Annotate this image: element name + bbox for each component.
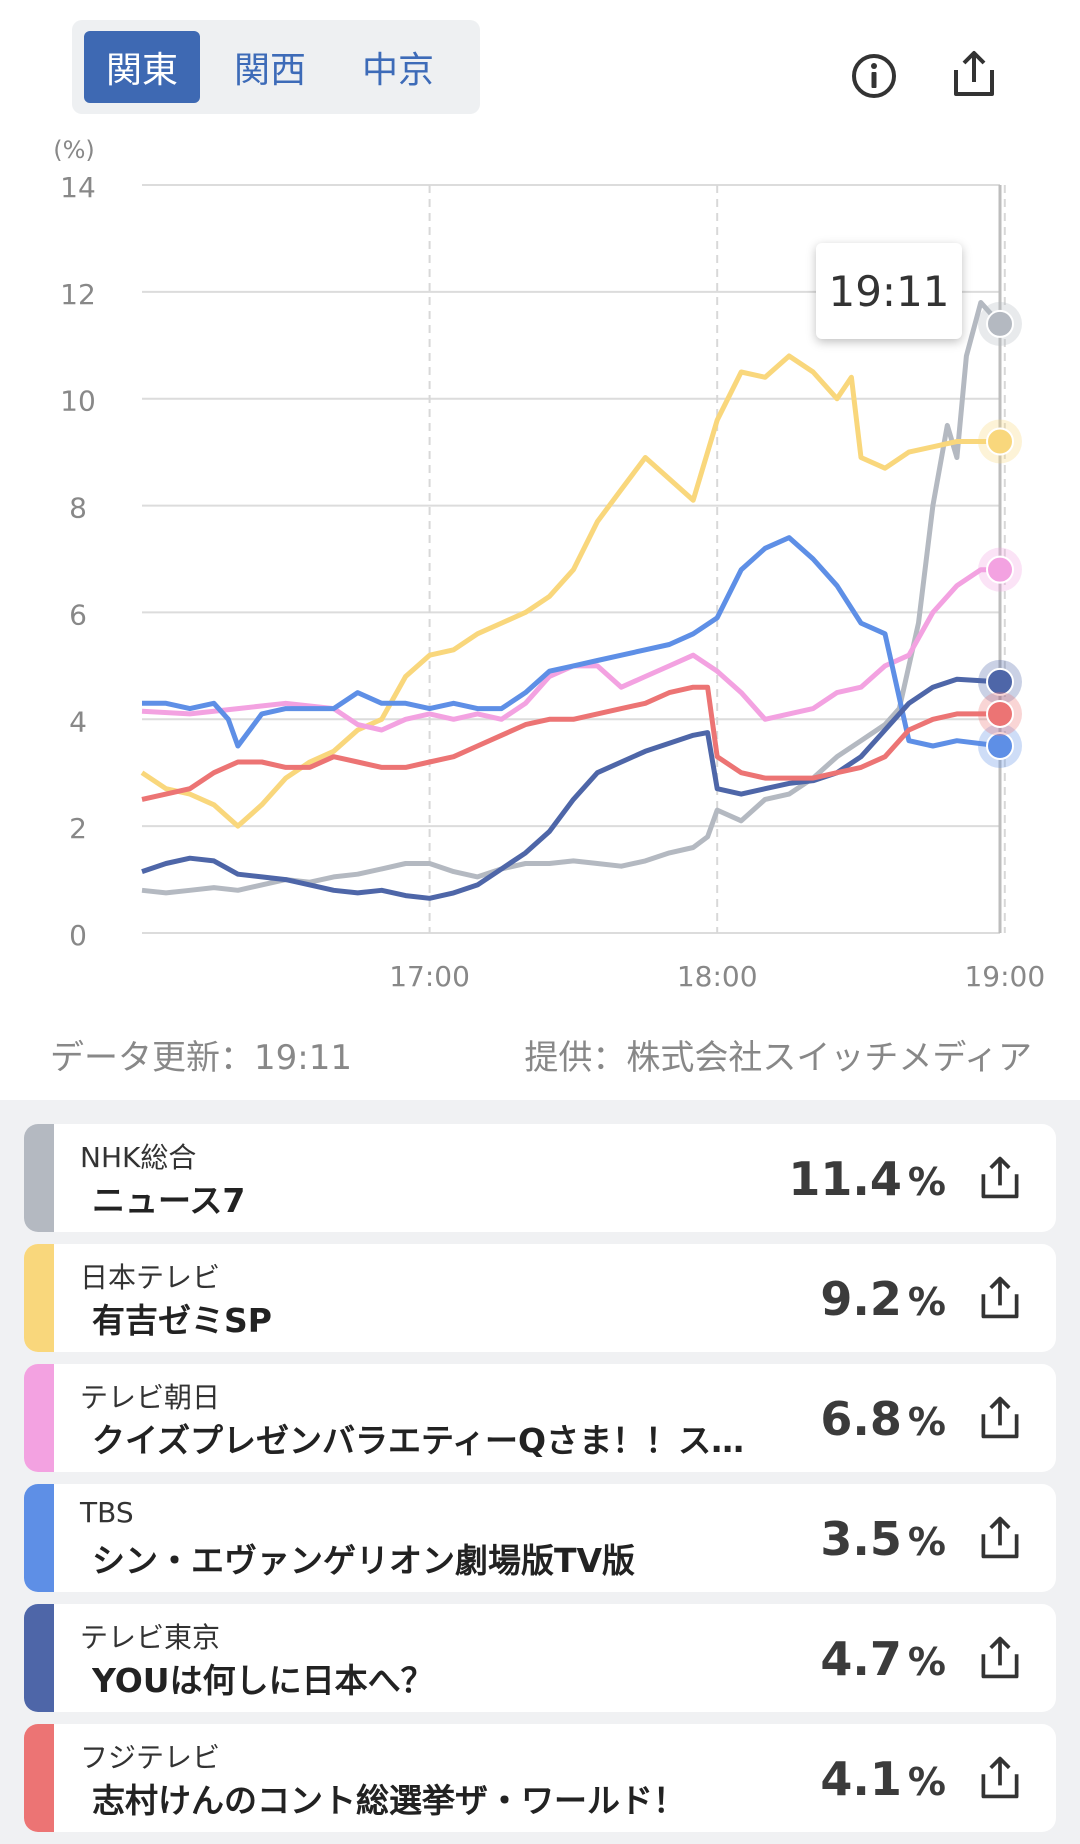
info-circle-icon	[852, 54, 896, 98]
channel-color-bar	[24, 1124, 54, 1232]
y-tick-label: 4	[69, 705, 87, 738]
series-end-marker	[986, 699, 1014, 728]
channel-name: テレビ東京	[80, 1621, 221, 1654]
program-title: ニュース7	[92, 1181, 246, 1220]
card-share-button[interactable]	[974, 1632, 1026, 1684]
share-upload-icon	[954, 51, 994, 96]
x-tick-label: 18:00	[677, 960, 758, 993]
region-tabs: 関東 関西 中京	[72, 20, 480, 114]
y-tick-label: 10	[60, 385, 96, 418]
x-tick-label: 17:00	[389, 960, 470, 993]
y-axis-unit: (%)	[53, 136, 95, 164]
time-tooltip: 19:11	[816, 243, 962, 339]
y-tick-label: 14	[60, 171, 96, 204]
channel-name: NHK総合	[80, 1141, 197, 1174]
program-card[interactable]: 日本テレビ有吉ゼミSP 9.2%	[24, 1244, 1056, 1352]
series-line	[141, 684, 1000, 802]
series-line	[140, 353, 1000, 829]
share-upload-icon	[981, 1156, 1019, 1199]
series-end-marker	[986, 667, 1014, 696]
data-provider: 提供：株式会社スイッチメディア	[524, 1038, 1032, 1078]
program-card[interactable]: フジテレビ志村けんのコント総選挙ザ・ワールド！ 4.1%	[24, 1724, 1056, 1832]
channel-name: フジテレビ	[80, 1741, 221, 1774]
series-line	[142, 535, 1001, 749]
series-end-marker	[986, 732, 1014, 760]
share-upload-icon	[981, 1276, 1019, 1319]
y-tick-label: 2	[69, 812, 87, 845]
info-button[interactable]	[844, 46, 904, 106]
card-share-button[interactable]	[974, 1752, 1026, 1804]
program-title: YOUは何しに日本へ？	[92, 1661, 434, 1700]
y-tick-label: 6	[69, 598, 87, 631]
channel-color-bar	[24, 1724, 54, 1832]
share-upload-icon	[981, 1756, 1019, 1799]
channel-name: テレビ朝日	[80, 1381, 221, 1414]
channel-color-bar	[24, 1484, 54, 1592]
program-title: シン・エヴァンゲリオン劇場版TV版	[92, 1541, 636, 1580]
card-share-button[interactable]	[974, 1512, 1026, 1564]
program-title: 有吉ゼミSP	[92, 1301, 272, 1340]
series-end-marker	[986, 555, 1014, 584]
y-tick-label: 12	[60, 278, 96, 311]
share-upload-icon	[981, 1636, 1019, 1679]
channel-name: TBS	[80, 1496, 134, 1529]
card-share-button[interactable]	[974, 1152, 1026, 1204]
y-tick-label: 8	[69, 492, 87, 525]
program-card[interactable]: テレビ朝日クイズプレゼンバラエティーQさま！！ス… 6.8%	[24, 1364, 1056, 1472]
program-list: NHK総合ニュース7 11.4% 日本テレビ有吉ゼミSP 9.2% テレビ朝日クイズプレ…	[0, 1100, 1080, 1844]
rating-value: 4.1%	[820, 1752, 946, 1806]
series-end-marker	[986, 309, 1014, 338]
rating-chart[interactable]: 0 2 4 6 8 10 12 14 (%) 17:00 18:00 19:00 19:11	[0, 128, 1080, 1018]
program-card[interactable]: NHK総合ニュース7 11.4%	[24, 1124, 1056, 1232]
card-share-button[interactable]	[974, 1392, 1026, 1444]
rating-value: 11.4%	[788, 1152, 946, 1206]
channel-color-bar	[24, 1604, 54, 1712]
share-button[interactable]	[944, 44, 1004, 104]
program-title: 志村けんのコント総選挙ザ・ワールド！	[92, 1781, 686, 1820]
channel-name: 日本テレビ	[80, 1261, 221, 1294]
tab-chukyo[interactable]: 中京	[361, 50, 434, 91]
series-line	[141, 567, 1000, 733]
rating-value: 3.5%	[820, 1512, 946, 1566]
series-end-marker	[986, 427, 1014, 456]
update-time: データ更新：19:11	[50, 1038, 352, 1078]
program-card[interactable]: TBS シン・エヴァンゲリオン劇場版TV版 3.5%	[24, 1484, 1056, 1592]
tab-kansai[interactable]: 関西	[233, 50, 306, 91]
program-card[interactable]: テレビ東京 YOUは何しに日本へ？ 4.7%	[24, 1604, 1056, 1712]
share-upload-icon	[981, 1516, 1019, 1559]
channel-color-bar	[24, 1244, 54, 1352]
rating-chart-svg: 0 2 4 6 8 10 12 14 (%) 17:00 18:00 19:00	[53, 136, 1045, 993]
share-upload-icon	[981, 1396, 1019, 1439]
rating-value: 9.2%	[820, 1272, 946, 1326]
rating-value: 6.8%	[820, 1392, 946, 1446]
y-tick-label: 0	[69, 919, 87, 952]
channel-color-bar	[24, 1364, 54, 1472]
card-share-button[interactable]	[974, 1272, 1026, 1324]
tab-kanto[interactable]: 関東	[84, 31, 200, 103]
x-tick-label: 19:00	[964, 960, 1045, 993]
rating-value: 4.7%	[820, 1632, 946, 1686]
program-title: クイズプレゼンバラエティーQさま！！ス…	[92, 1421, 745, 1460]
